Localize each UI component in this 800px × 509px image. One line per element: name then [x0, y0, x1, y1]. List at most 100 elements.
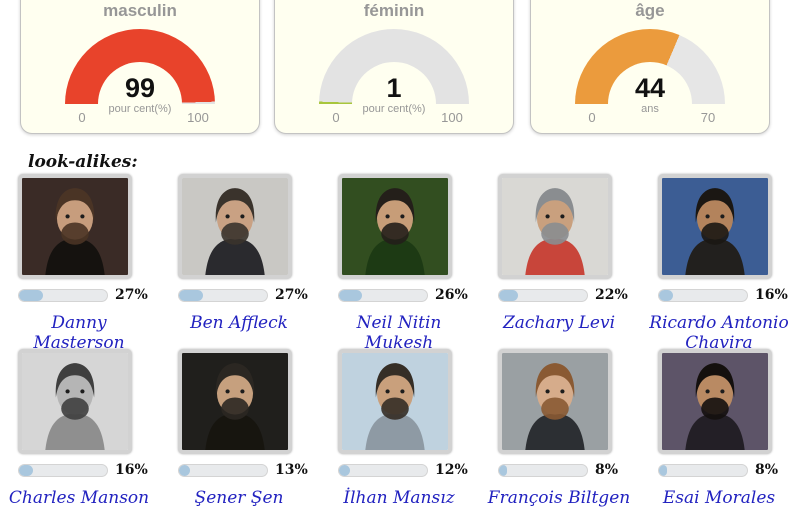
lookalike-name[interactable]: Esai Morales [662, 488, 776, 508]
lookalikes-section-label: look-alikes: [28, 152, 138, 172]
match-row: 16% [18, 462, 168, 478]
match-bar [18, 463, 108, 477]
card-danny-masterson: 27% Danny Masterson [18, 174, 168, 352]
match-bar [338, 288, 428, 302]
lookalike-name[interactable]: Neil Nitin Mukesh [356, 313, 442, 353]
face-placeholder-image [22, 178, 128, 275]
gauge-value: 99 [124, 73, 156, 103]
lookalike-photo[interactable] [338, 174, 452, 279]
match-bar [178, 463, 268, 477]
gauge-min-label: 0 [78, 110, 86, 125]
gauge-unit-label: pour cent(%) [362, 103, 426, 115]
lookalike-photo[interactable] [18, 349, 132, 454]
match-row: 13% [178, 462, 328, 478]
face-placeholder-image [342, 353, 448, 450]
face-placeholder-image [662, 353, 768, 450]
gauge-min-label: 0 [588, 110, 596, 125]
card-sener-sen: 13% Şener Şen [178, 349, 328, 508]
lookalike-name[interactable]: Şener Şen [194, 488, 284, 508]
match-row: 16% [658, 287, 800, 303]
gauge-title-age: âge [635, 1, 665, 20]
lookalike-name[interactable]: Ricardo Antonio Chavira [649, 313, 789, 353]
match-percent: 13% [275, 462, 308, 478]
gauge-min-label: 0 [332, 110, 340, 125]
match-row: 12% [338, 462, 488, 478]
match-row: 8% [658, 462, 800, 478]
match-bar [498, 288, 588, 302]
match-bar-fill [499, 464, 507, 476]
match-bar-fill [659, 289, 674, 301]
card-francois-biltgen: 8% François Biltgen [488, 349, 648, 508]
face-placeholder-image [502, 178, 608, 275]
lookalike-photo[interactable] [178, 174, 292, 279]
gauge-max-label: 100 [441, 110, 463, 125]
lookalike-photo[interactable] [658, 349, 772, 454]
card-ilhan-mansiz: 12% İlhan Mansız [338, 349, 488, 508]
gauge-masculin: 99 pour cent(%) 0 100 [21, 0, 259, 133]
gauge-unit-label: pour cent(%) [108, 103, 172, 115]
match-percent: 8% [755, 462, 779, 478]
match-bar-fill [659, 464, 667, 476]
lookalike-name[interactable]: Danny Masterson [33, 313, 125, 353]
card-neil-nitin-mukesh: 26% Neil Nitin Mukesh [338, 174, 488, 352]
card-charles-manson: 16% Charles Manson [9, 349, 168, 508]
gauge-max-label: 100 [187, 110, 209, 125]
lookalike-photo[interactable] [338, 349, 452, 454]
match-bar-fill [179, 289, 203, 301]
match-bar-fill [19, 289, 43, 301]
match-row: 27% [18, 287, 168, 303]
lookalike-name[interactable]: İlhan Mansız [343, 488, 455, 508]
gauge-age: 44 ans 0 70 [531, 0, 769, 133]
gauge-panel-feminin: féminin 1 pour cent(%) 0 100 [274, 0, 514, 134]
lookalike-name[interactable]: Charles Manson [8, 488, 150, 508]
gauge-arc [319, 29, 469, 104]
match-row: 27% [178, 287, 328, 303]
match-bar-fill [19, 464, 34, 476]
gauge-title-feminin: féminin [363, 1, 425, 20]
gauge-arc [65, 29, 215, 104]
gauge-title-masculin: masculin [103, 1, 177, 20]
lookalike-name[interactable]: Ben Affleck [190, 313, 288, 333]
match-bar [658, 463, 748, 477]
card-ricardo-antonio-chavira: 16% Ricardo Antonio Chavira [649, 174, 800, 352]
match-bar [178, 288, 268, 302]
lookalike-name[interactable]: François Biltgen [487, 488, 631, 508]
lookalikes-grid: 27% Danny Masterson 27% Ben Affleck [9, 174, 800, 508]
match-bar-fill [499, 289, 519, 301]
match-percent: 16% [115, 462, 148, 478]
face-placeholder-image [342, 178, 448, 275]
match-percent: 26% [435, 287, 468, 303]
face-placeholder-image [502, 353, 608, 450]
face-placeholder-image [22, 353, 128, 450]
match-bar [498, 463, 588, 477]
gauge-unit-label: ans [641, 103, 659, 115]
face-placeholder-image [662, 178, 768, 275]
gauge-max-label: 70 [700, 110, 716, 125]
match-percent: 12% [435, 462, 468, 478]
match-bar [338, 463, 428, 477]
lookalike-photo[interactable] [498, 174, 612, 279]
gauge-arc [575, 29, 725, 104]
match-percent: 27% [275, 287, 308, 303]
gauge-panel-masculin: masculin 99 pour cent(%) 0 100 [20, 0, 260, 134]
lookalike-name[interactable]: Zachary Levi [502, 313, 616, 333]
match-bar-fill [339, 464, 350, 476]
match-percent: 8% [595, 462, 619, 478]
gauge-feminin: 1 pour cent(%) 0 100 [275, 0, 513, 133]
face-placeholder-image [182, 353, 288, 450]
lookalike-photo[interactable] [658, 174, 772, 279]
match-bar [658, 288, 748, 302]
match-bar-fill [179, 464, 191, 476]
match-row: 22% [498, 287, 648, 303]
match-percent: 27% [115, 287, 148, 303]
match-percent: 22% [595, 287, 628, 303]
lookalike-photo[interactable] [498, 349, 612, 454]
card-ben-affleck: 27% Ben Affleck [178, 174, 328, 333]
face-placeholder-image [182, 178, 288, 275]
lookalike-photo[interactable] [18, 174, 132, 279]
match-bar [18, 288, 108, 302]
lookalike-photo[interactable] [178, 349, 292, 454]
match-bar-fill [339, 289, 362, 301]
match-percent: 16% [755, 287, 788, 303]
match-row: 8% [498, 462, 648, 478]
